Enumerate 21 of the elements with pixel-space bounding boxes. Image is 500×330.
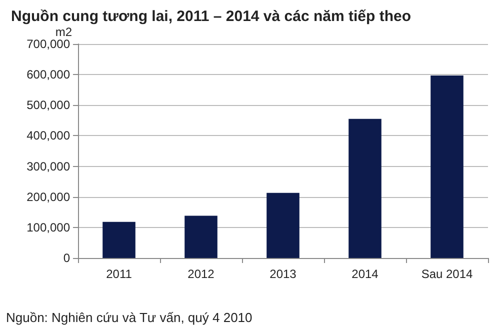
y-tick-label: 100,000 (26, 220, 70, 234)
y-tick-label: 500,000 (26, 98, 70, 112)
text: Nguồn: Nghiên cứu và Tư vấn, quý 4 2010 (6, 310, 252, 325)
bar (266, 192, 300, 258)
y-tick-label: 200,000 (26, 190, 70, 204)
bar (184, 216, 218, 258)
bar (430, 75, 464, 258)
y-tick-label: 700,000 (26, 37, 70, 51)
bar (102, 222, 136, 258)
y-tick-label: 600,000 (26, 68, 70, 82)
y-axis-title: m2 (55, 25, 72, 39)
y-tick-label: 400,000 (26, 128, 70, 143)
x-tick-label: 2011 (106, 267, 132, 281)
x-tick-label: 2013 (270, 267, 297, 281)
x-tick-label: 2012 (188, 267, 215, 281)
chart-title: Nguồn cung tương lai, 2011 – 2014 và các năm tiếp theo (11, 8, 411, 25)
y-tick-label: 300,000 (26, 159, 70, 174)
bar (348, 118, 382, 258)
x-tick-label: Sau 2014 (421, 267, 474, 281)
x-tick-label: 2014 (352, 267, 379, 281)
y-tick-label: 0 (63, 251, 70, 265)
